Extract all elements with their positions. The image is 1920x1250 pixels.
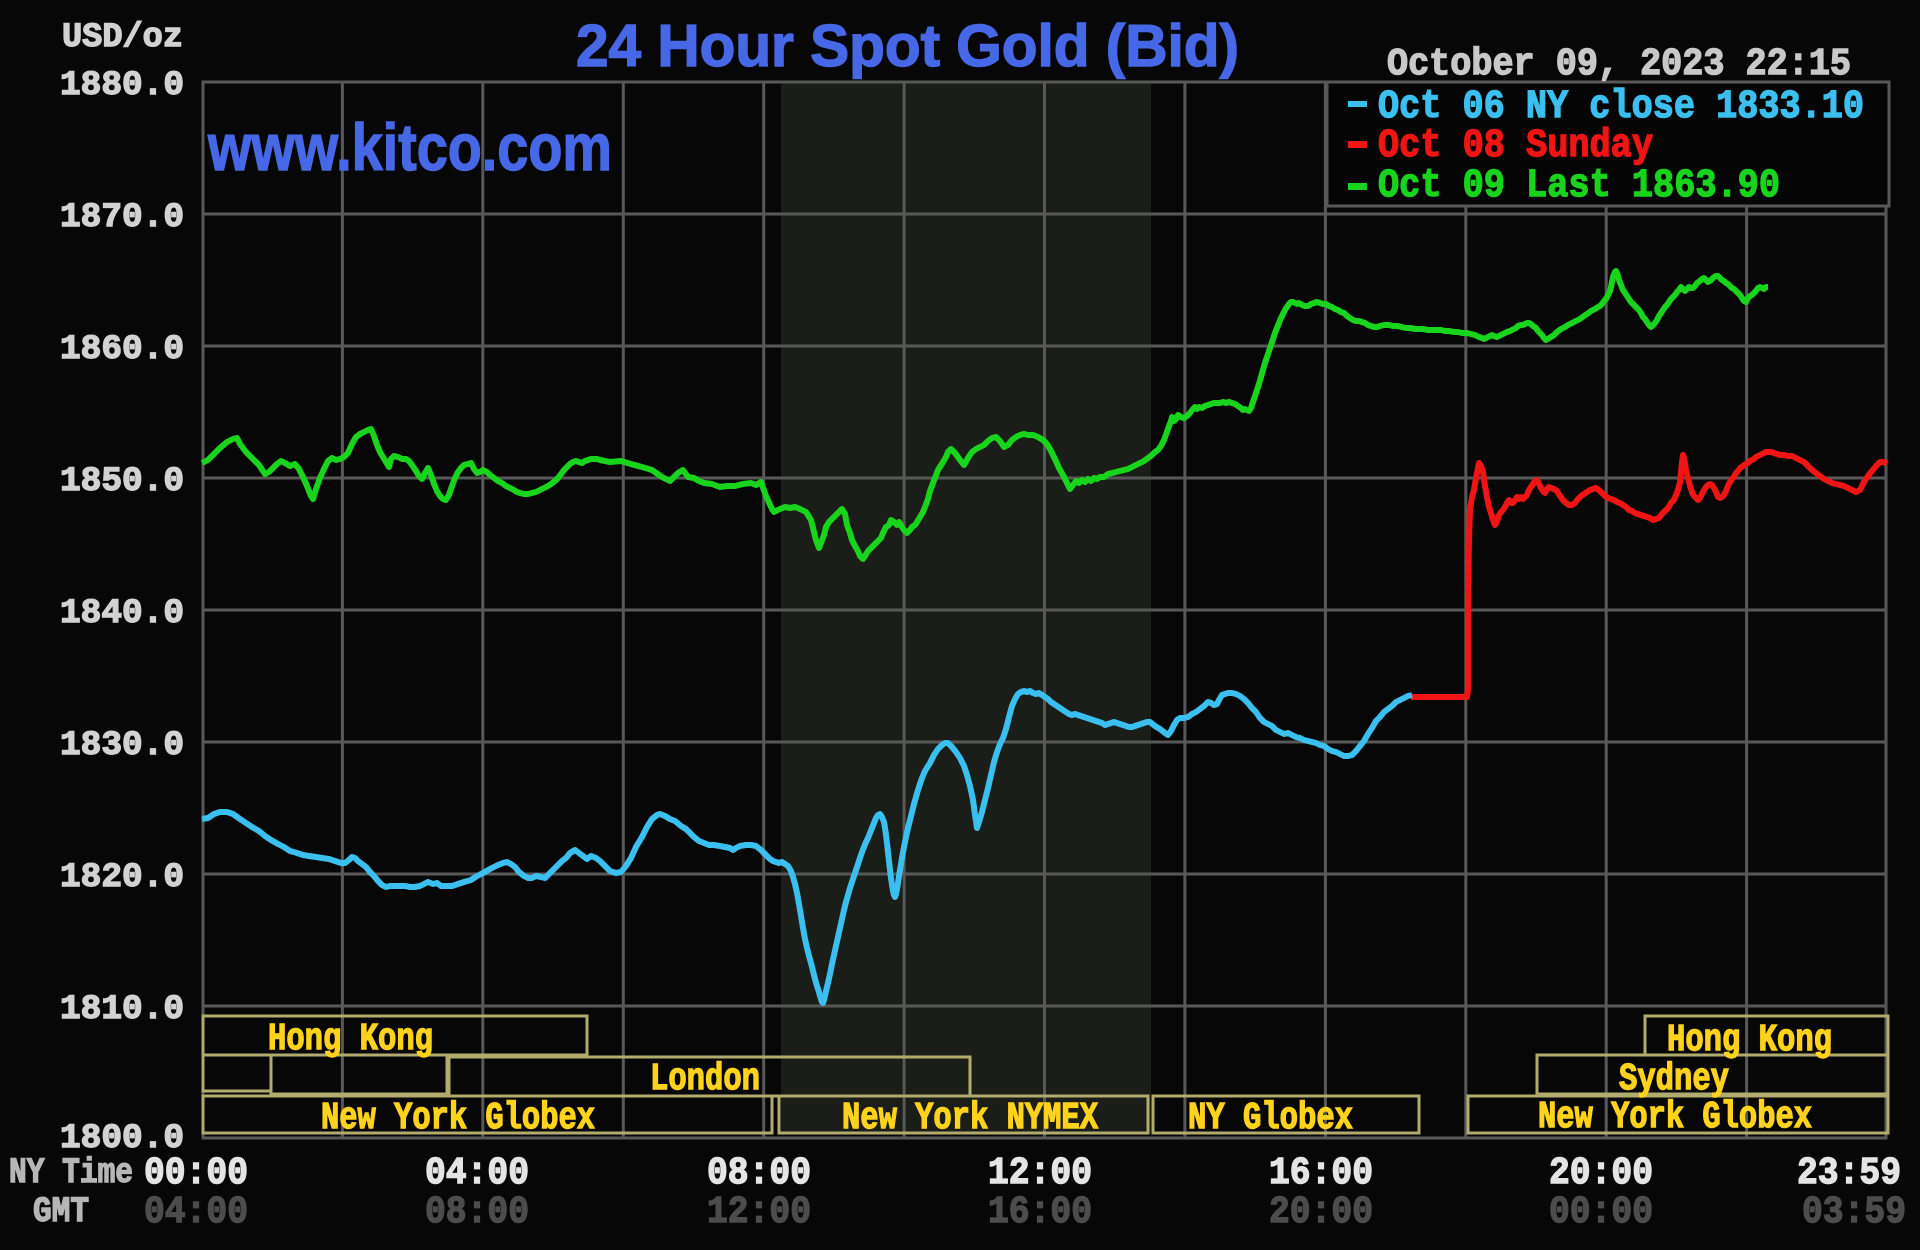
svg-text:1860.0: 1860.0 [60, 331, 184, 369]
svg-text:New York Globex: New York Globex [1538, 1096, 1812, 1139]
svg-text:1870.0: 1870.0 [60, 199, 184, 237]
svg-text:Oct 09 Last 1863.90: Oct 09 Last 1863.90 [1378, 164, 1780, 209]
svg-text:08:00: 08:00 [425, 1191, 529, 1234]
svg-text:October 09, 2023 22:15: October 09, 2023 22:15 [1387, 43, 1851, 86]
svg-text:1880.0: 1880.0 [60, 67, 184, 105]
svg-text:16:00: 16:00 [988, 1191, 1092, 1234]
svg-text:Oct 08 Sunday: Oct 08 Sunday [1378, 124, 1653, 169]
svg-text:20:00: 20:00 [1269, 1191, 1373, 1234]
svg-text:New York Globex: New York Globex [321, 1097, 595, 1140]
svg-text:03:59: 03:59 [1802, 1191, 1906, 1234]
svg-text:USD/oz: USD/oz [62, 19, 183, 57]
svg-text:24 Hour Spot Gold (Bid): 24 Hour Spot Gold (Bid) [576, 13, 1239, 79]
svg-text:NY Globex: NY Globex [1188, 1097, 1353, 1140]
svg-text:GMT: GMT [33, 1192, 89, 1232]
svg-text:1810.0: 1810.0 [60, 991, 184, 1029]
svg-text:12:00: 12:00 [707, 1191, 811, 1234]
svg-text:Sydney: Sydney [1619, 1058, 1729, 1101]
svg-text:1850.0: 1850.0 [60, 463, 184, 501]
svg-text:04:00: 04:00 [144, 1191, 248, 1234]
svg-text:1830.0: 1830.0 [60, 727, 184, 765]
svg-text:1800.0: 1800.0 [60, 1120, 184, 1158]
svg-text:Hong Kong: Hong Kong [268, 1018, 433, 1061]
svg-text:16:00: 16:00 [1269, 1152, 1373, 1195]
svg-text:London: London [650, 1058, 760, 1101]
svg-text:23:59: 23:59 [1797, 1152, 1901, 1195]
svg-text:1820.0: 1820.0 [60, 859, 184, 897]
svg-text:00:00: 00:00 [1549, 1191, 1653, 1234]
svg-text:20:00: 20:00 [1549, 1152, 1653, 1195]
svg-text:08:00: 08:00 [707, 1152, 811, 1195]
svg-text:12:00: 12:00 [988, 1152, 1092, 1195]
svg-text:Oct 06 NY close 1833.10: Oct 06 NY close 1833.10 [1378, 85, 1864, 130]
svg-text:04:00: 04:00 [425, 1152, 529, 1195]
svg-text:00:00: 00:00 [144, 1152, 248, 1195]
svg-text:1840.0: 1840.0 [60, 595, 184, 633]
svg-text:www.kitco.com: www.kitco.com [207, 110, 612, 184]
svg-text:New York NYMEX: New York NYMEX [842, 1097, 1098, 1140]
svg-text:Hong Kong: Hong Kong [1667, 1019, 1832, 1062]
svg-text:NY Time: NY Time [9, 1153, 133, 1193]
